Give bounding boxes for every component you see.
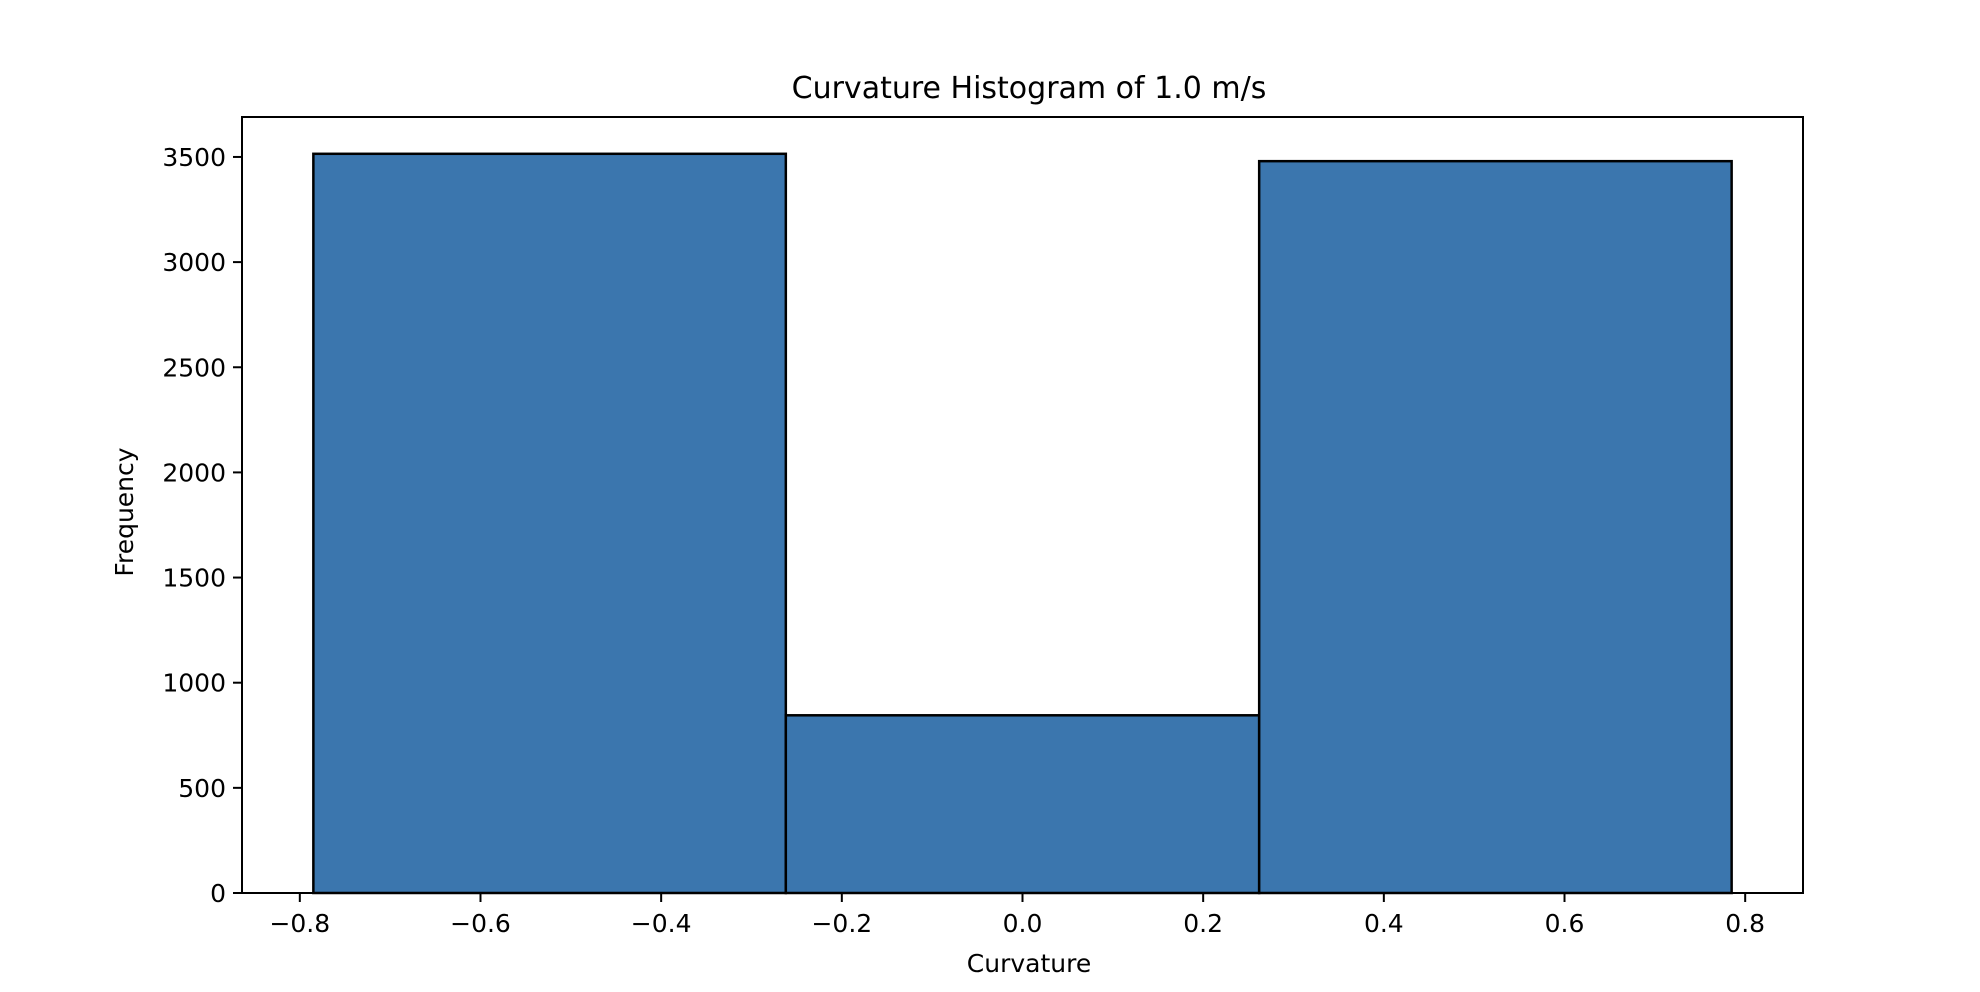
x-axis-label: Curvature — [967, 949, 1091, 978]
x-tick-label: 0.6 — [1545, 909, 1585, 938]
y-tick-label: 0 — [210, 879, 226, 908]
y-tick-label: 3500 — [162, 143, 226, 172]
x-tick-label: −0.4 — [631, 909, 692, 938]
x-tick-label: −0.2 — [811, 909, 872, 938]
x-tick-label: 0.0 — [1003, 909, 1043, 938]
y-tick-label: 2000 — [162, 458, 226, 487]
x-tick-label: 0.8 — [1725, 909, 1765, 938]
x-tick-label: −0.6 — [450, 909, 511, 938]
y-axis-label: Frequency — [110, 447, 139, 576]
histogram-bar-1 — [312, 152, 788, 895]
x-tick-label: 0.4 — [1364, 909, 1404, 938]
bars-group — [312, 152, 1733, 895]
y-tick-label: 500 — [178, 774, 226, 803]
histogram-bar-2 — [784, 714, 1261, 895]
y-tick-label: 1000 — [162, 669, 226, 698]
y-tick-label: 1500 — [162, 564, 226, 593]
y-tick-label: 2500 — [162, 353, 226, 382]
x-tick-label: −0.8 — [269, 909, 330, 938]
y-tick-label: 3000 — [162, 248, 226, 277]
x-axis-ticks: −0.8 −0.6 −0.4 −0.2 0.0 0.2 0.4 0.6 0.8 — [269, 893, 1765, 938]
x-tick-label: 0.2 — [1183, 909, 1223, 938]
y-axis-ticks: 0 500 1000 1500 2000 2500 3000 3500 — [162, 143, 242, 908]
chart-title: Curvature Histogram of 1.0 m/s — [792, 71, 1267, 106]
histogram-bar-3 — [1257, 159, 1733, 895]
